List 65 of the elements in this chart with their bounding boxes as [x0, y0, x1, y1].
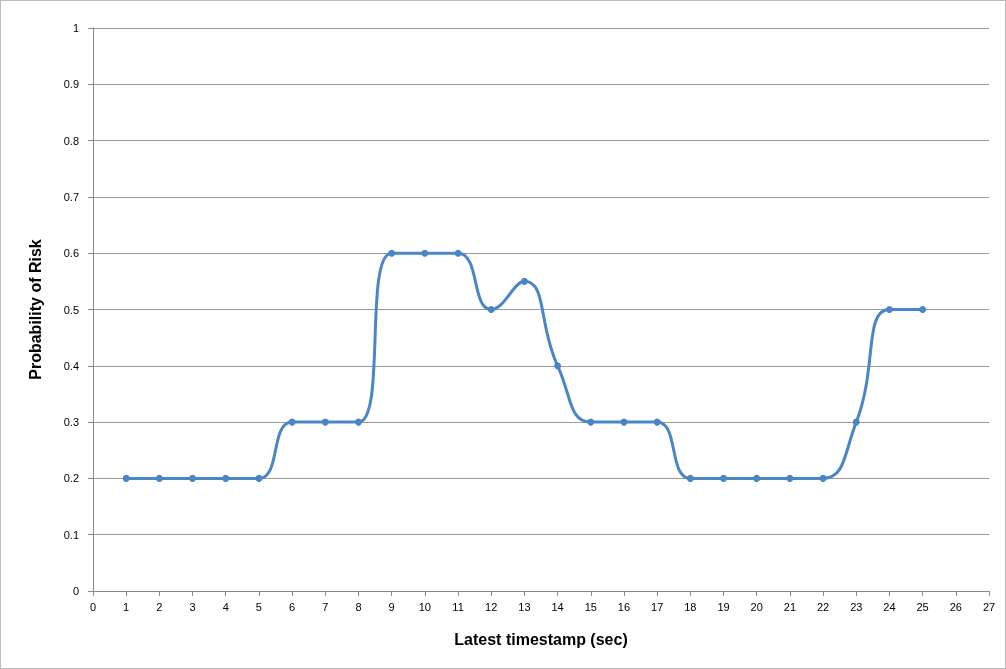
- x-tick-label: 0: [89, 600, 97, 613]
- point: [388, 249, 396, 257]
- point: [852, 418, 860, 426]
- point: [189, 474, 197, 482]
- y-tick-label: 0.4: [63, 359, 79, 372]
- x-tick-label: 5: [255, 600, 262, 613]
- point: [653, 418, 661, 426]
- y-tick-label: 0.6: [63, 247, 79, 260]
- x-tick-label: 7: [322, 600, 329, 613]
- point: [720, 474, 728, 482]
- point: [255, 474, 263, 482]
- point: [222, 474, 230, 482]
- point: [885, 306, 893, 313]
- x-tick-label: 23: [850, 600, 863, 613]
- y-tick-label: 0.9: [63, 78, 79, 91]
- x-tick-label: 8: [355, 600, 362, 613]
- point: [288, 418, 296, 426]
- x-tick-label: 24: [883, 600, 896, 613]
- y-tick-label: 0: [72, 585, 79, 597]
- y-tick-label: 0.1: [63, 528, 79, 541]
- x-tick-label: 27: [982, 600, 996, 613]
- point: [122, 474, 130, 482]
- x-tick-label: 10: [418, 600, 431, 613]
- x-tick-label: 16: [617, 600, 631, 613]
- point: [786, 474, 794, 482]
- x-tick-label: 26: [949, 600, 962, 613]
- point: [321, 418, 329, 426]
- point: [354, 418, 362, 426]
- x-tick-label: 12: [485, 600, 498, 613]
- point: [454, 249, 462, 257]
- y-tick-label: 0.3: [63, 416, 79, 429]
- point: [520, 277, 528, 285]
- x-tick-label: 4: [222, 600, 229, 613]
- x-tick-label: 20: [750, 600, 763, 613]
- y-axis-title: Probability of Risk: [26, 239, 44, 380]
- x-tick-label: 15: [584, 600, 597, 613]
- x-tick-label: 9: [388, 600, 395, 613]
- x-tick-label: 2: [156, 600, 163, 613]
- y-tick-label: 0.8: [63, 134, 79, 147]
- point: [819, 474, 827, 482]
- y-tick-label: 0.7: [63, 190, 79, 203]
- y-tick-label: 1: [72, 22, 79, 34]
- x-tick-label: 18: [684, 600, 697, 613]
- x-tick-label: 3: [189, 600, 196, 613]
- point: [487, 306, 495, 313]
- x-tick-label: 25: [916, 600, 929, 613]
- point: [421, 249, 429, 257]
- x-tick-label: 13: [518, 600, 531, 613]
- point: [554, 362, 562, 370]
- x-tick-label: 21: [783, 600, 797, 613]
- point: [686, 474, 694, 482]
- point: [753, 474, 761, 482]
- point: [587, 418, 595, 426]
- x-tick-label: 6: [289, 600, 296, 613]
- x-tick-label: 22: [816, 600, 830, 613]
- y-tick-label: 0.2: [63, 472, 79, 485]
- x-tick-label: 14: [551, 600, 564, 613]
- x-tick-label: 19: [717, 600, 730, 613]
- x-tick-label: 11: [452, 600, 464, 613]
- x-axis-title: Latest timestamp (sec): [454, 630, 628, 648]
- point: [155, 474, 163, 482]
- y-tick-label: 0.5: [63, 303, 79, 316]
- point: [919, 306, 927, 313]
- x-tick-label: 1: [123, 600, 130, 613]
- x-tick-label: 17: [651, 600, 664, 613]
